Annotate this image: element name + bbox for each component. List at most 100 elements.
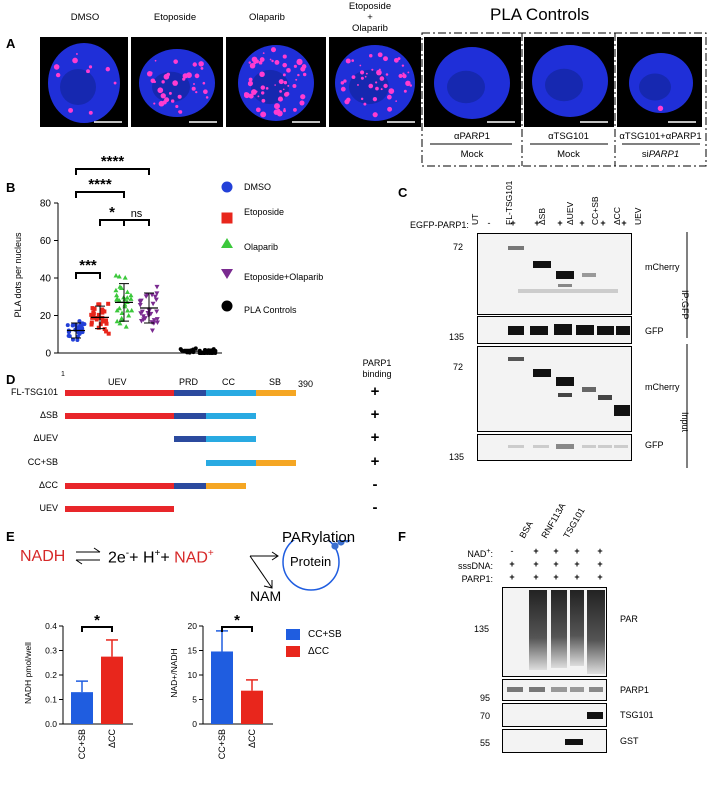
pla-dot [286, 68, 291, 73]
construct-name: ΔUEV [33, 433, 58, 443]
f-sign: + [574, 546, 580, 556]
pla-dot [379, 76, 385, 81]
sig-label: ns [131, 208, 143, 220]
x-tick-label: ΔCC [107, 729, 117, 749]
scheme-nadh: NADH [20, 548, 66, 565]
data-point [152, 294, 158, 300]
pla-dot [202, 81, 206, 85]
pla-dot [192, 62, 197, 67]
marker-f-70: 70 [480, 711, 491, 721]
pla-controls-box [421, 32, 707, 167]
sig-bracket [75, 168, 150, 175]
pla-dot [377, 52, 383, 58]
marker-c-135b: 135 [449, 452, 465, 462]
pla-dot [186, 72, 192, 79]
panel-c-label: C [398, 185, 408, 200]
pla-dot [407, 71, 410, 74]
col-tsg101: TSG101 [561, 505, 587, 540]
pla-dot [175, 104, 179, 109]
data-point [80, 326, 85, 331]
scheme-parylation: PARylation [282, 529, 356, 546]
fl-uev [65, 390, 174, 396]
pla-dot [150, 78, 156, 84]
egfp-sign: + [557, 218, 563, 228]
sig-bracket [81, 626, 113, 632]
pla-dot [343, 79, 347, 83]
egfp-sign: + [621, 218, 627, 228]
legend-marker-dmso [221, 181, 233, 193]
sig-label: **** [88, 176, 112, 193]
pla-dot [86, 69, 90, 74]
data-point [143, 294, 149, 299]
data-point [138, 299, 144, 304]
data-point [137, 303, 143, 308]
f-sign: - [510, 546, 514, 556]
pla-dot [262, 52, 265, 54]
lane-uev: UEV [633, 207, 643, 225]
lane-duev: ΔUEV [565, 201, 575, 225]
pla-dot [271, 59, 274, 63]
pla-dot [351, 75, 356, 79]
pla-dot [395, 100, 397, 102]
y-tick-label: 0.1 [45, 695, 57, 705]
construct-name: CC+SB [27, 457, 58, 467]
pla-dot [296, 59, 303, 66]
pla-dot [177, 94, 182, 99]
data-point [66, 333, 71, 338]
f-sign: + [597, 546, 603, 556]
legend-b-olaparib: Olaparib [244, 242, 279, 252]
pla-dot [251, 89, 257, 95]
sig-label: * [109, 204, 115, 221]
pla-dot [105, 66, 111, 72]
egfp-parp1-label: EGFP-PARP1: [410, 220, 469, 230]
data-point [75, 337, 80, 342]
data-point [150, 301, 156, 307]
sig-label: *** [79, 257, 97, 274]
side-label-ip: IP:GFP [680, 290, 690, 320]
pla-controls-title: PLA Controls [490, 5, 590, 24]
e2-ylabel: NAD+/NADH [169, 648, 179, 698]
pla-dot [287, 84, 290, 87]
pla-dot [203, 89, 208, 95]
pla-dot [383, 56, 388, 62]
control-antibody-1: αPARP1 [454, 131, 490, 142]
data-point [106, 301, 111, 306]
control-treatment-1: Mock [460, 149, 484, 160]
pla-dot [387, 106, 393, 112]
pla-dot [88, 65, 93, 69]
pla-dot [205, 96, 209, 99]
pla-dot [344, 99, 350, 105]
data-point [154, 284, 160, 290]
pla-dot [359, 70, 365, 75]
marker-c-72: 72 [453, 242, 464, 252]
pla-dot [385, 73, 389, 76]
data-point [154, 317, 160, 322]
parp1-binding-header: PARP1 binding [362, 358, 392, 379]
pla-dot [360, 76, 364, 80]
panel-d-label: D [6, 372, 16, 387]
pla-dot [260, 111, 267, 118]
pla-dot [351, 59, 355, 62]
data-point [96, 325, 101, 330]
blot-f-gst [502, 729, 607, 753]
data-point [96, 302, 101, 307]
pla-dot [401, 64, 405, 67]
pla-dot [191, 86, 196, 91]
panel-e-label: E [6, 529, 15, 544]
condition-dmso: DMSO [70, 12, 100, 23]
data-point [114, 297, 120, 302]
binding-mark: + [370, 429, 380, 446]
pla-dot [340, 81, 345, 85]
data-point [153, 297, 159, 303]
pla-dot [278, 79, 284, 85]
fl-prd [174, 390, 206, 396]
sig-label: * [94, 612, 100, 629]
construct-name: ΔCC [38, 480, 58, 490]
data-point [89, 312, 94, 317]
side-label-input: Input [680, 412, 690, 433]
pla-dot [282, 88, 285, 91]
pla-dot [195, 91, 198, 94]
construct-name: UEV [39, 503, 58, 513]
f-sign: + [553, 546, 559, 556]
